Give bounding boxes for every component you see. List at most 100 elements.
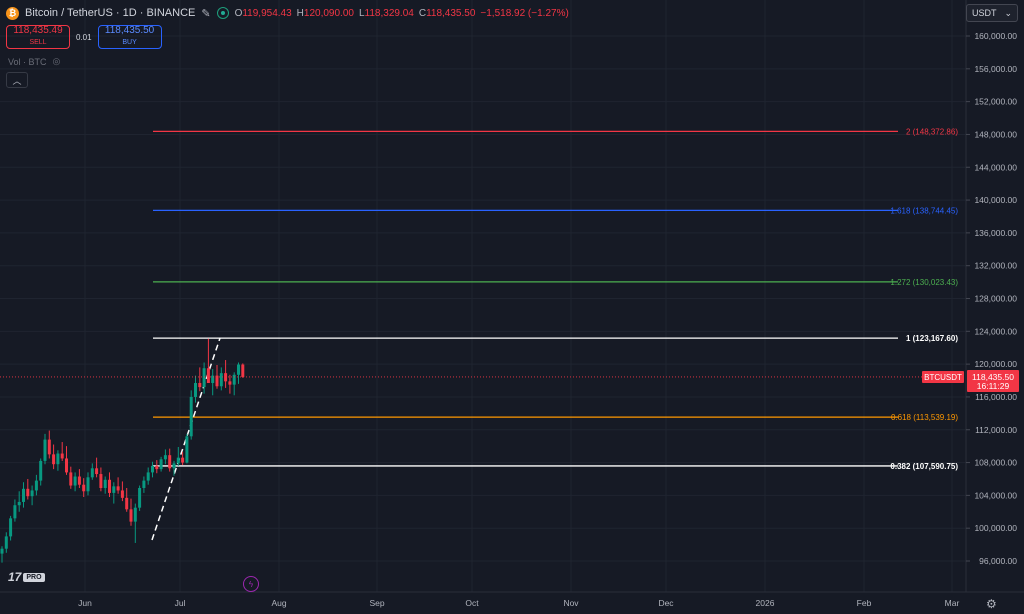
candle-body xyxy=(52,454,56,465)
candle-body xyxy=(95,468,99,475)
tradingview-logo[interactable]: 17 PRO xyxy=(8,570,45,584)
ohlc-item: L118,329.04 xyxy=(359,8,414,19)
chart-grid xyxy=(0,0,966,592)
candle-body xyxy=(129,509,133,522)
fib-level-label: 2 (148,372.86) xyxy=(906,127,958,136)
volume-label: Vol · BTC xyxy=(8,56,47,67)
y-tick-label: 108,000.00 xyxy=(974,458,1017,468)
ohlc-key: O xyxy=(234,7,243,19)
y-tick-label: 156,000.00 xyxy=(974,64,1017,74)
ohlc-item: −1,518.92 (−1.27%) xyxy=(480,8,568,19)
x-tick-label: 2026 xyxy=(756,598,775,608)
trade-panel: 118,435.49 SELL 0.01 118,435.50 BUY xyxy=(6,25,162,49)
edit-icon[interactable]: ✎ xyxy=(201,7,211,20)
fib-level-label: 1.272 (130,023.43) xyxy=(890,278,958,287)
candle-body xyxy=(241,364,245,377)
currency-select[interactable]: USDT ⌄ xyxy=(966,4,1018,22)
candle-body xyxy=(163,455,167,460)
candle-body xyxy=(43,439,47,461)
candle-body xyxy=(215,375,219,387)
candle-body xyxy=(4,536,8,549)
candles xyxy=(0,338,245,563)
fib-level-label: 0.382 (107,590.75) xyxy=(890,462,958,471)
price-axis: 96,000.00 100,000.00 104,000.00 108,000.00 1… xyxy=(966,31,1017,566)
y-tick-label: 136,000.00 xyxy=(974,228,1017,238)
ohlc-value: 120,090.00 xyxy=(303,7,354,19)
market-open-icon xyxy=(216,7,229,19)
buy-label: BUY xyxy=(122,39,137,46)
candle-body xyxy=(211,375,215,383)
ohlc-value: 118,329.04 xyxy=(364,7,414,19)
fibonacci-extension: 2 (148,372.86) 1.618 (138,744.45) 1.272 (1… xyxy=(153,127,958,471)
y-tick-label: 116,000.00 xyxy=(975,392,1017,402)
bitcoin-icon: ₿ xyxy=(6,6,19,20)
candle-body xyxy=(103,479,107,488)
collapse-legend-button[interactable]: ︿ xyxy=(6,72,28,88)
candle-body xyxy=(159,459,163,470)
ohlc-item: H120,090.00 xyxy=(297,8,354,19)
candle-body xyxy=(138,487,142,508)
currency-value: USDT xyxy=(972,8,997,18)
y-tick-label: 148,000.00 xyxy=(974,129,1017,139)
symbol-title[interactable]: Bitcoin / TetherUS · 1D · BINANCE xyxy=(25,7,196,19)
candle-body xyxy=(65,458,68,473)
x-tick-label: Nov xyxy=(563,598,579,608)
y-tick-label: 96,000.00 xyxy=(979,556,1017,566)
buy-button[interactable]: 118,435.50 BUY xyxy=(97,25,162,49)
candle-body xyxy=(73,476,77,486)
ohlc-key: H xyxy=(296,7,304,19)
y-tick-label: 128,000.00 xyxy=(974,294,1017,304)
candle-body xyxy=(60,453,64,459)
candle-body xyxy=(198,382,202,388)
trend-line xyxy=(151,337,221,541)
x-tick-label: Aug xyxy=(271,598,286,608)
ohlc-key: L xyxy=(358,7,365,19)
candle-body xyxy=(151,465,154,473)
ohlc-value: 119,954.43 xyxy=(242,7,292,19)
candle-body xyxy=(206,368,210,383)
x-tick-label: Mar xyxy=(945,598,960,608)
chevron-down-icon: ⌄ xyxy=(1004,7,1012,18)
candle-body xyxy=(237,364,240,375)
sell-button[interactable]: 118,435.49 SELL xyxy=(6,25,70,49)
ohlc-item: C118,435.50 xyxy=(419,8,476,19)
y-tick-label: 112,000.00 xyxy=(975,425,1017,435)
candle-body xyxy=(39,460,43,481)
x-tick-label: Dec xyxy=(658,598,674,608)
gear-icon[interactable]: ⚙ xyxy=(986,597,997,611)
buy-price: 118,435.50 xyxy=(104,25,155,36)
ohlc-value: −1,518.92 (−1.27%) xyxy=(480,7,569,19)
eye-hidden-icon[interactable]: ◎ xyxy=(52,56,61,66)
fib-level-label: 1.618 (138,744.45) xyxy=(890,206,958,215)
x-tick-label: Feb xyxy=(857,598,872,608)
fib-level-label: 0.618 (113,539.19) xyxy=(891,413,958,422)
candle-body xyxy=(228,381,232,385)
chevron-up-icon: ︿ xyxy=(12,75,22,86)
candle-body xyxy=(181,457,185,463)
candle-body xyxy=(22,488,25,502)
symbol-legend: ₿ Bitcoin / TetherUS · 1D · BINANCE ✎ O1… xyxy=(6,4,569,22)
pro-badge: PRO xyxy=(23,572,45,582)
candle-body xyxy=(142,480,146,488)
time-axis: Jun Jul Aug Sep Oct Nov Dec 2026 Feb Mar xyxy=(78,598,959,608)
candle-body xyxy=(112,486,116,493)
ohlc-values: O119,954.43 H120,090.00 L118,329.04 C118,43… xyxy=(235,8,569,19)
candle-body xyxy=(9,518,13,537)
candle-body xyxy=(56,453,60,465)
lightning-icon[interactable]: ϟ xyxy=(243,576,259,592)
x-tick-label: Jul xyxy=(175,598,186,608)
candle-body xyxy=(189,396,193,437)
volume-legend: Vol · BTC ◎ xyxy=(8,56,60,67)
candle-body xyxy=(108,479,111,493)
candle-body xyxy=(17,501,21,506)
candle-body xyxy=(69,472,73,486)
candle-body xyxy=(155,465,159,470)
x-tick-label: Jun xyxy=(78,598,92,608)
candle-body xyxy=(172,463,176,469)
y-tick-label: 152,000.00 xyxy=(974,97,1017,107)
candle-body xyxy=(185,436,189,463)
ohlc-value: 118,435.50 xyxy=(426,7,476,19)
candle-body xyxy=(30,490,34,497)
